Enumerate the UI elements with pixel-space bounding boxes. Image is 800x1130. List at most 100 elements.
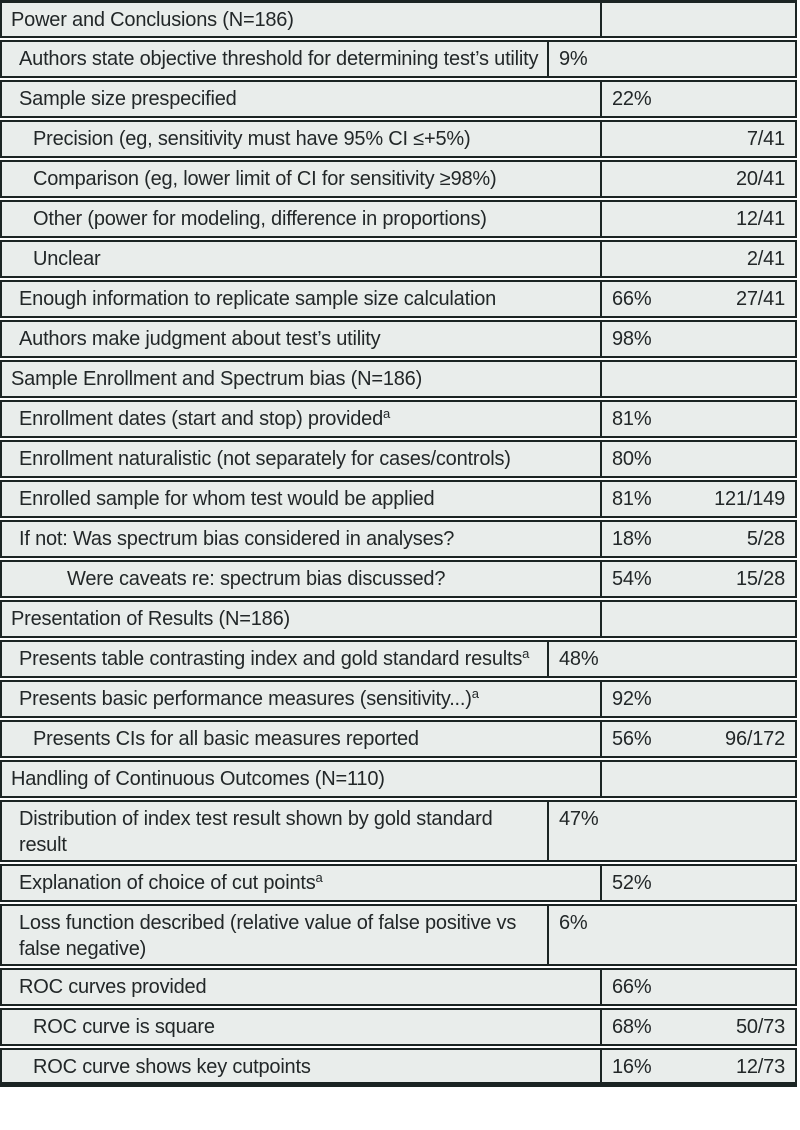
row-value-cell: 18% 5/28: [600, 522, 795, 556]
row-label: Enough information to replicate sample s…: [19, 288, 497, 310]
fraction-value: 2/41: [746, 248, 785, 270]
row-label: Presents table contrasting index and gol…: [19, 648, 523, 670]
row-value-cell: 81%: [600, 402, 795, 436]
row-label-cell: Distribution of index test result shown …: [2, 802, 547, 860]
row-label: If not: Was spectrum bias considered in …: [19, 528, 455, 550]
table-row: Presents basic performance measures (sen…: [0, 680, 797, 718]
row-value-cell: 68% 50/73: [600, 1010, 795, 1044]
table-row: ROC curve is square 68% 50/73: [0, 1008, 797, 1046]
table-row: Presents CIs for all basic measures repo…: [0, 720, 797, 758]
table-row: Enrolled sample for whom test would be a…: [0, 480, 797, 518]
row-value-cell: 54% 15/28: [600, 562, 795, 596]
percent-value: 98%: [612, 328, 652, 350]
percent-value: 54%: [612, 568, 652, 590]
row-label-cell: Presentation of Results (N=186): [2, 602, 600, 636]
row-label: Enrollment naturalistic (not separately …: [19, 448, 511, 470]
table-row: Were caveats re: spectrum bias discussed…: [0, 560, 797, 598]
percent-value: 66%: [612, 288, 652, 310]
section-row: Handling of Continuous Outcomes (N=110): [0, 760, 797, 798]
row-value-cell: 52%: [600, 866, 795, 900]
row-label: Other (power for modeling, difference in…: [33, 208, 487, 230]
table-row: Presents table contrasting index and gol…: [0, 640, 797, 678]
row-label-cell: Comparison (eg, lower limit of CI for se…: [2, 162, 600, 196]
percent-value: 47%: [559, 808, 599, 830]
percent-value: 80%: [612, 448, 652, 470]
row-label-cell: Were caveats re: spectrum bias discussed…: [2, 562, 600, 596]
percent-value: 6%: [559, 912, 588, 934]
fraction-value: 20/41: [735, 168, 785, 190]
percent-value: 66%: [612, 976, 652, 998]
table-row: Precision (eg, sensitivity must have 95%…: [0, 120, 797, 158]
row-value-cell: 7/41: [600, 122, 795, 156]
row-label: Presentation of Results (N=186): [11, 608, 290, 630]
row-value-cell: 9%: [547, 42, 742, 76]
percent-value: 48%: [559, 648, 599, 670]
row-value-cell: 48%: [547, 642, 742, 676]
fraction-value: 7/41: [746, 128, 785, 150]
fraction-value: 96/172: [725, 728, 785, 750]
row-value-cell: [600, 762, 795, 796]
row-value-cell: 66%: [600, 970, 795, 1004]
row-value-cell: [600, 362, 795, 396]
row-label: Authors make judgment about test’s utili…: [19, 328, 381, 350]
row-label: Distribution of index test result shown …: [19, 808, 493, 856]
row-label-cell: Presents table contrasting index and gol…: [2, 642, 547, 676]
table-row: Enough information to replicate sample s…: [0, 280, 797, 318]
row-label-cell: Authors make judgment about test’s utili…: [2, 322, 600, 356]
table-row: Comparison (eg, lower limit of CI for se…: [0, 160, 797, 198]
row-label: Explanation of choice of cut points: [19, 872, 316, 894]
row-label-cell: Authors state objective threshold for de…: [2, 42, 547, 76]
row-label-cell: ROC curve is square: [2, 1010, 600, 1044]
row-value-cell: 6%: [547, 906, 742, 964]
fraction-value: 5/28: [746, 528, 785, 550]
row-label-cell: If not: Was spectrum bias considered in …: [2, 522, 600, 556]
table-row: Authors make judgment about test’s utili…: [0, 320, 797, 358]
row-label: Were caveats re: spectrum bias discussed…: [67, 568, 446, 590]
row-label-cell: Loss function described (relative value …: [2, 906, 547, 964]
row-label-cell: Sample size prespecified: [2, 82, 600, 116]
fraction-value: 27/41: [735, 288, 785, 310]
row-value-cell: 56% 96/172: [600, 722, 795, 756]
table-row: Enrollment dates (start and stop) provid…: [0, 400, 797, 438]
row-label: Enrollment dates (start and stop) provid…: [19, 408, 384, 430]
percent-value: 52%: [612, 872, 652, 894]
row-value-cell: 47%: [547, 802, 742, 860]
row-label-cell: ROC curves provided: [2, 970, 600, 1004]
row-label-cell: Enrolled sample for whom test would be a…: [2, 482, 600, 516]
table-row: Authors state objective threshold for de…: [0, 40, 797, 78]
row-label: Power and Conclusions (N=186): [11, 9, 294, 31]
table-row: Enrollment naturalistic (not separately …: [0, 440, 797, 478]
percent-value: 9%: [559, 48, 588, 70]
row-label: Unclear: [33, 248, 101, 270]
row-value-cell: 81% 121/149: [600, 482, 795, 516]
row-label-cell: Handling of Continuous Outcomes (N=110): [2, 762, 600, 796]
row-value-cell: [600, 3, 795, 36]
section-row: Power and Conclusions (N=186): [0, 0, 797, 38]
row-label: Handling of Continuous Outcomes (N=110): [11, 768, 385, 790]
row-label-cell: Presents CIs for all basic measures repo…: [2, 722, 600, 756]
fraction-value: 15/28: [735, 568, 785, 590]
table-row: Loss function described (relative value …: [0, 904, 797, 966]
table-row: If not: Was spectrum bias considered in …: [0, 520, 797, 558]
row-label: ROC curve is square: [33, 1016, 215, 1038]
row-value-cell: 20/41: [600, 162, 795, 196]
table-row: Explanation of choice of cut pointsa 52%: [0, 864, 797, 902]
fraction-value: 50/73: [735, 1016, 785, 1038]
section-row: Presentation of Results (N=186): [0, 600, 797, 638]
row-value-cell: 12/41: [600, 202, 795, 236]
footnote-marker: a: [383, 406, 391, 421]
row-label-cell: Precision (eg, sensitivity must have 95%…: [2, 122, 600, 156]
table-row: Distribution of index test result shown …: [0, 800, 797, 862]
row-label: Sample Enrollment and Spectrum bias (N=1…: [11, 368, 423, 390]
row-label-cell: Enrollment dates (start and stop) provid…: [2, 402, 600, 436]
row-value-cell: [600, 602, 795, 636]
section-row: Sample Enrollment and Spectrum bias (N=1…: [0, 360, 797, 398]
row-label: Presents CIs for all basic measures repo…: [33, 728, 419, 750]
row-label: Sample size prespecified: [19, 88, 237, 110]
row-value-cell: 98%: [600, 322, 795, 356]
percent-value: 68%: [612, 1016, 652, 1038]
percent-value: 81%: [612, 488, 652, 510]
percent-value: 56%: [612, 728, 652, 750]
row-value-cell: 80%: [600, 442, 795, 476]
